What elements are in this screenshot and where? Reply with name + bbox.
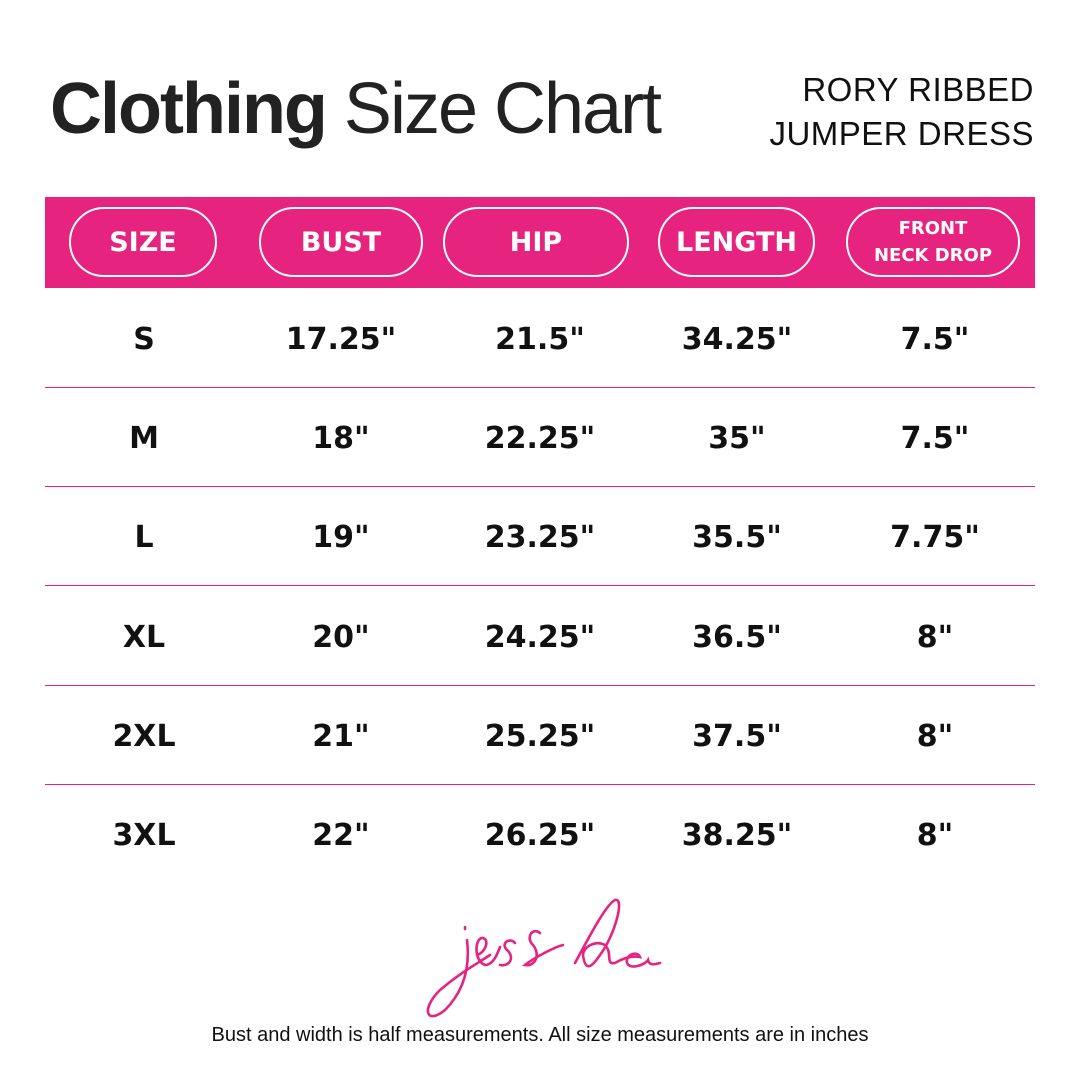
- table-row: 2XL 21" 25.25" 37.5" 8": [45, 687, 1035, 786]
- title-light: Size Chart: [343, 69, 662, 149]
- header-front-line1: FRONT: [898, 218, 968, 239]
- header-hip: HIP: [443, 207, 629, 277]
- row-divider: [45, 684, 1035, 686]
- table-row: 3XL 22" 26.25" 38.25" 8": [45, 786, 1035, 885]
- cell-size: M: [129, 421, 159, 457]
- header-size: SIZE: [69, 207, 217, 277]
- footer-note: Bust and width is half measurements. All…: [211, 1024, 869, 1046]
- cell-hip: 21.5": [495, 322, 585, 357]
- cell-size: 2XL: [112, 718, 176, 754]
- table-row: XL 20" 24.25" 36.5" 8": [45, 588, 1035, 687]
- header-bust: BUST: [259, 207, 423, 277]
- cell-size: S: [133, 322, 155, 357]
- cell-size: 3XL: [112, 818, 176, 853]
- cell-length: 35": [708, 421, 766, 457]
- page-title: Clothing Size Chart: [50, 68, 662, 150]
- cell-hip: 26.25": [484, 818, 596, 853]
- table-row: L 19" 23.25" 35.5" 7.75": [45, 488, 1035, 587]
- product-name: RORY RIBBED JUMPER DRESS: [769, 68, 1034, 156]
- cell-hip: 23.25": [484, 520, 596, 556]
- cell-bust: 17.25": [285, 322, 397, 357]
- cell-hip: 24.25": [484, 619, 596, 655]
- cell-length: 36.5": [692, 619, 782, 655]
- cell-bust: 20": [312, 619, 370, 655]
- cell-length: 35.5": [692, 520, 782, 556]
- cell-hip: 22.25": [484, 421, 596, 457]
- row-divider: [45, 486, 1035, 488]
- cell-length: 37.5": [692, 718, 782, 754]
- cell-bust: 22": [312, 818, 370, 853]
- table-row: M 18" 22.25" 35" 7.5": [45, 389, 1035, 488]
- title-bold: Clothing: [50, 69, 328, 149]
- table-row: S 17.25" 21.5" 34.25" 7.5": [45, 290, 1035, 389]
- row-divider: [45, 387, 1035, 388]
- cell-hip: 25.25": [484, 718, 596, 754]
- row-divider: [45, 783, 1035, 785]
- header-front-neck-drop: FRONT NECK DROP: [846, 207, 1020, 277]
- jess-lea-logo: [426, 898, 662, 1018]
- cell-front-neck-drop: 8": [916, 818, 954, 853]
- cell-length: 38.25": [681, 818, 793, 853]
- cell-bust: 21": [312, 718, 370, 754]
- cell-front-neck-drop: 8": [916, 619, 954, 655]
- cell-bust: 19": [312, 520, 370, 556]
- cell-size: XL: [122, 619, 166, 655]
- cell-front-neck-drop: 8": [916, 718, 954, 754]
- cell-size: L: [134, 520, 154, 556]
- table-header: SIZE BUST HIP LENGTH FRONT NECK DROP: [45, 197, 1035, 288]
- cell-length: 34.25": [681, 322, 793, 357]
- header-front-line2: NECK DROP: [873, 245, 993, 266]
- cell-front-neck-drop: 7.75": [890, 520, 980, 556]
- product-line-1: RORY RIBBED: [802, 71, 1034, 108]
- product-line-2: JUMPER DRESS: [769, 115, 1034, 152]
- cell-bust: 18": [312, 421, 370, 457]
- cell-front-neck-drop: 7.5": [900, 322, 970, 357]
- row-divider: [45, 585, 1035, 587]
- cell-front-neck-drop: 7.5": [900, 421, 970, 457]
- header-length: LENGTH: [658, 207, 815, 277]
